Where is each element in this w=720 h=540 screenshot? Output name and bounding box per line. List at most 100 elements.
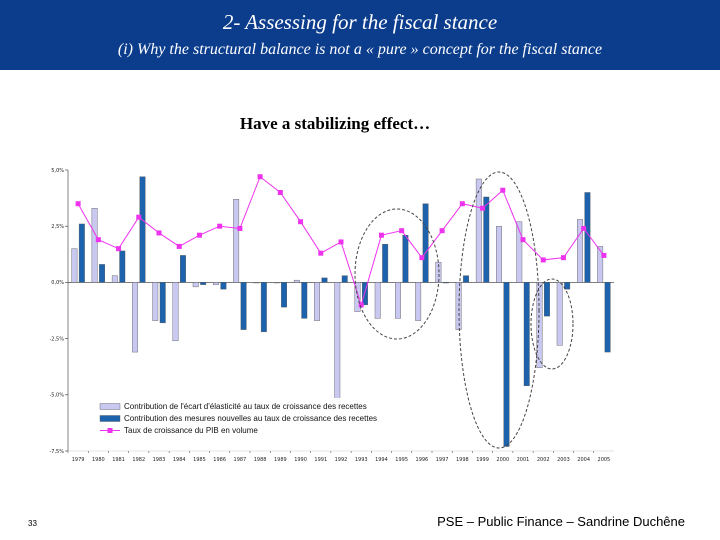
bar-elasticity (516, 221, 523, 283)
x-tick-label: 2000 (496, 457, 509, 463)
gdp-growth-marker (540, 257, 546, 263)
bar-elasticity (556, 282, 563, 346)
bar-new-measures (281, 282, 287, 308)
gdp-growth-marker (581, 225, 587, 231)
legend-swatch (99, 415, 121, 422)
bar-new-measures (180, 255, 186, 283)
title-banner: 2- Assessing for the fiscal stance (i) W… (0, 0, 720, 70)
gdp-growth-marker (500, 187, 506, 193)
x-tick-label: 1993 (355, 457, 368, 463)
y-tick-label: -2,5% (49, 336, 64, 342)
x-tick-label: 1995 (395, 457, 408, 463)
chart-bars (71, 176, 611, 447)
gdp-growth-marker (95, 237, 101, 243)
chart-axes: 5,0% 2,5% 0,0% -2,5% -5,0% -7,5% 1979 1980 1981 1… (49, 168, 614, 463)
bar-elasticity (132, 282, 138, 353)
gdp-growth-marker (560, 255, 566, 261)
x-tick-label: 1981 (112, 457, 125, 463)
chart-legend: Contribution de l'écart d'élasticité au … (95, 398, 395, 440)
bar-new-measures (341, 275, 348, 283)
gdp-growth-marker (459, 201, 465, 207)
bar-new-measures (301, 282, 308, 319)
bar-new-measures (483, 196, 490, 283)
x-tick-label: 1992 (335, 457, 348, 463)
x-tick-label: 1991 (314, 457, 327, 463)
bar-new-measures (200, 282, 207, 285)
legend-label: Contribution de l'écart d'élasticité au … (124, 402, 367, 411)
highlight-ellipse-1993-1996 (354, 208, 440, 340)
gdp-growth-marker (419, 255, 425, 261)
x-tick-label: 1986 (213, 457, 226, 463)
x-tick-label: 2002 (537, 457, 550, 463)
bar-elasticity (71, 248, 78, 283)
x-tick-label: 2004 (577, 457, 590, 463)
bar-elasticity (475, 178, 482, 283)
bar-new-measures (503, 282, 510, 447)
x-tick-label: 1988 (254, 457, 267, 463)
bar-new-measures (584, 192, 591, 283)
bar-new-measures (99, 264, 105, 283)
x-tick-label: 1980 (92, 457, 105, 463)
x-tick-label: 1984 (173, 457, 186, 463)
chart-annotations (354, 171, 574, 449)
bar-elasticity (415, 282, 422, 321)
x-tick-label: 2001 (517, 457, 530, 463)
bar-new-measures (240, 282, 247, 330)
legend-background (95, 398, 395, 440)
y-tick-label: -5,0% (49, 393, 64, 399)
bar-new-measures (220, 282, 227, 290)
gdp-growth-marker (480, 205, 486, 211)
bar-elasticity (91, 208, 98, 283)
chart-line (75, 174, 607, 308)
bar-elasticity (577, 219, 583, 283)
x-tick-label: 1983 (153, 457, 166, 463)
bar-elasticity (334, 282, 341, 400)
gdp-growth-marker (277, 189, 283, 195)
bar-new-measures (544, 282, 550, 317)
highlight-ellipse-2002-2003 (530, 278, 574, 370)
bar-elasticity (597, 246, 604, 283)
gdp-growth-marker (298, 219, 304, 225)
gdp-growth-marker (217, 223, 223, 229)
gdp-growth-marker (439, 228, 445, 234)
bar-elasticity (213, 282, 219, 285)
x-tick-label: 1999 (476, 457, 489, 463)
gdp-growth-marker (257, 174, 263, 180)
bar-elasticity (293, 279, 300, 283)
bar-new-measures (442, 282, 449, 284)
bar-elasticity (233, 199, 240, 283)
slide-headline: Have a stabilizing effect… (239, 114, 431, 133)
bar-elasticity (314, 282, 320, 321)
bar-new-measures (321, 277, 328, 283)
y-tick-label: -7,5% (49, 449, 64, 455)
gdp-growth-marker (520, 237, 526, 243)
x-tick-label: 2003 (557, 457, 570, 463)
bar-elasticity (253, 282, 260, 284)
bar-elasticity (111, 275, 118, 283)
legend-swatch-marker (107, 428, 113, 433)
x-tick-label: 1985 (193, 457, 206, 463)
gdp-growth-marker (601, 252, 607, 258)
footer-text: PSE – Public Finance – Sandrine Duchêne (437, 514, 685, 529)
gdp-growth-marker (399, 228, 405, 234)
bar-new-measures (422, 203, 429, 283)
gdp-growth-marker (338, 239, 344, 245)
bar-new-measures (78, 223, 85, 283)
bar-elasticity (152, 282, 159, 321)
bar-new-measures (523, 282, 530, 387)
slide-title: 2- Assessing for the fiscal stance (222, 10, 498, 34)
gdp-growth-marker (378, 232, 384, 238)
bar-new-measures (260, 282, 267, 333)
legend-label: Taux de croissance du PIB en volume (124, 426, 258, 435)
gdp-growth-marker (75, 201, 81, 207)
bar-new-measures (139, 176, 146, 283)
x-tick-label: 1989 (274, 457, 287, 463)
bar-elasticity (273, 282, 280, 284)
bar-new-measures (402, 234, 409, 283)
x-tick-label: 1987 (234, 457, 247, 463)
y-tick-label: 5,0% (51, 168, 64, 174)
legend-label: Contribution des mesures nouvelles au ta… (124, 414, 377, 423)
gdp-growth-marker (116, 246, 122, 252)
x-tick-label: 1990 (294, 457, 307, 463)
